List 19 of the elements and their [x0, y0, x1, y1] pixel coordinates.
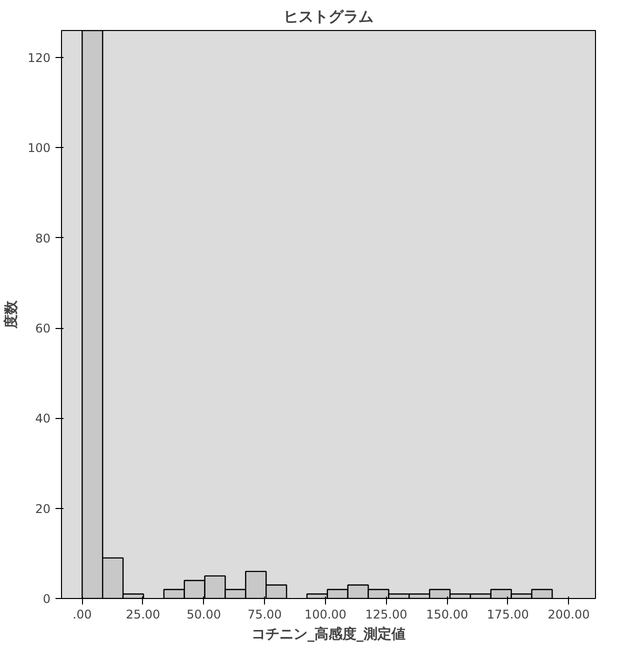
y-tick-label: 100 [28, 141, 50, 156]
x-axis-title: コチニン_高感度_測定値 [252, 626, 406, 642]
x-tick-label: 75.00 [247, 608, 282, 622]
chart-title: ヒストグラム [284, 8, 374, 26]
y-tick-label: 80 [35, 231, 51, 246]
x-tick-label: 100.00 [304, 608, 346, 622]
y-tick-label: 120 [28, 51, 50, 66]
x-tick-label: 175.00 [486, 608, 529, 622]
y-tick-label: 40 [35, 412, 51, 426]
x-tick-label: 150.00 [426, 608, 468, 622]
x-tick-label: 125.00 [365, 608, 408, 622]
x-tick-label: 25.00 [126, 608, 160, 622]
x-tick-label: .00 [72, 608, 92, 622]
y-tick-label: 0 [42, 592, 51, 606]
y-tick-label: 60 [35, 322, 51, 336]
x-tick-label: 200.00 [548, 608, 590, 622]
x-tick-label: 50.00 [186, 608, 221, 622]
y-tick-label: 20 [35, 502, 51, 516]
y-axis-title: 度数 [2, 300, 20, 330]
